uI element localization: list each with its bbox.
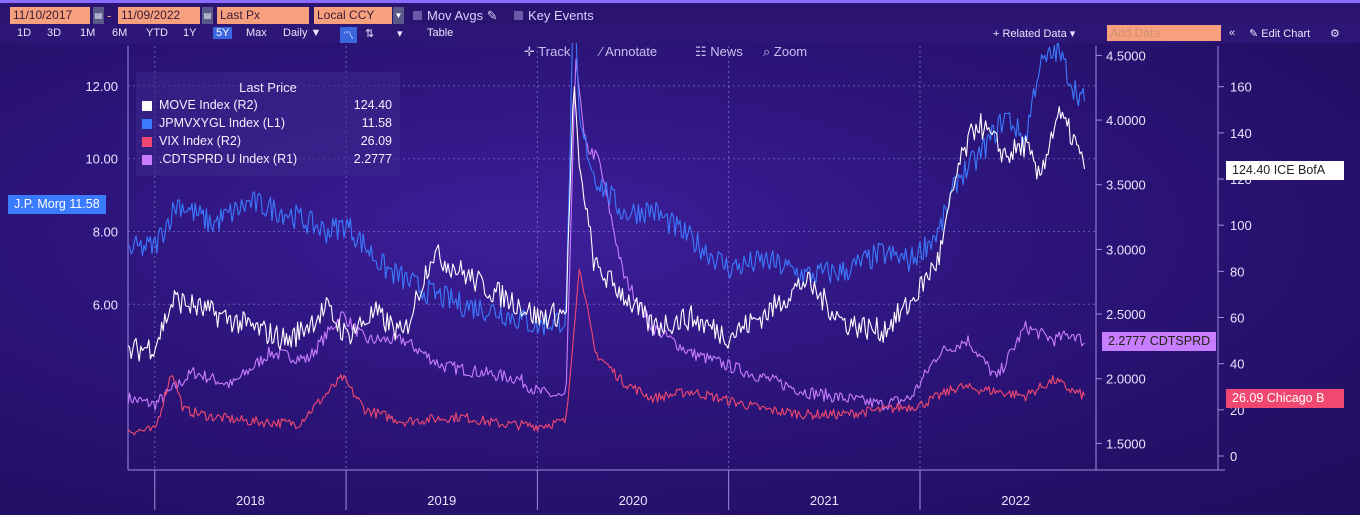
y-tick-label-r2: 100 (1230, 218, 1252, 233)
mov-avgs-checkbox[interactable] (413, 11, 422, 20)
legend-item-jpmvxygl[interactable]: JPMVXYGL Index (L1) 11.58 (142, 116, 392, 133)
period-button-1m[interactable]: 1M (80, 27, 96, 39)
track-label: Track (538, 44, 571, 59)
y-tick-label-r2: 160 (1230, 80, 1252, 95)
x-tick-label: 2018 (236, 493, 265, 508)
badge-cdtsprd: 2.2777 CDTSPRD (1102, 332, 1217, 351)
related-data-panel (985, 25, 1105, 41)
y-tick-label-left: 12.00 (85, 79, 118, 94)
zoom-icon: ⌕ (763, 44, 771, 59)
legend-name: MOVE Index (R2) (159, 98, 258, 112)
badge-jpmvxygl: J.P. Morg 11.58 (8, 195, 106, 214)
news-label: News (710, 44, 743, 59)
mov-avgs-label: Mov Avgs (427, 8, 484, 23)
y-tick-label-r2: 0 (1230, 449, 1237, 464)
series-line-move-index[interactable] (127, 86, 1086, 362)
zoom-tool[interactable]: ⌕ Zoom (763, 44, 807, 60)
start-date-input[interactable]: 11/10/2017 (10, 7, 90, 24)
period-button-6m[interactable]: 6M (112, 27, 128, 39)
y-tick-label-r2: 140 (1230, 126, 1252, 141)
series-line-cdtsprd-u-index[interactable] (127, 58, 1085, 411)
period-button-5y[interactable]: 5Y (213, 27, 233, 39)
end-date-input[interactable]: 11/09/2022 (118, 7, 200, 24)
collapse-icon[interactable]: « (1229, 27, 1236, 39)
related-data-button[interactable]: + Related Data ▾ (993, 28, 1076, 40)
table-button[interactable]: Table (427, 27, 454, 39)
add-data-input[interactable]: Add Data (1107, 25, 1221, 41)
period-button-max[interactable]: Max (246, 27, 267, 39)
y-tick-label-r2: 80 (1230, 264, 1244, 279)
legend-item-vix[interactable]: VIX Index (R2) 26.09 (142, 134, 392, 151)
y-tick-label-r1: 2.5000 (1106, 307, 1146, 322)
annotate-label: Annotate (605, 44, 658, 59)
legend-swatch-jpmvxygl (142, 119, 152, 129)
legend-name: VIX Index (R2) (159, 134, 241, 148)
currency-dropdown-arrow[interactable]: ▼ (393, 7, 404, 24)
annotate-tool[interactable]: ∕ Annotate (600, 44, 657, 59)
legend-name: JPMVXYGL Index (L1) (159, 116, 285, 130)
end-date-dropdown[interactable]: ▤ (202, 7, 213, 24)
line-chart-icon[interactable]: 〽 (340, 27, 357, 43)
y-tick-label-r1: 1.5000 (1106, 436, 1146, 451)
y-tick-label-left: 6.00 (93, 297, 118, 312)
frequency-select[interactable]: Daily ▼ (283, 27, 322, 39)
period-button-3d[interactable]: 3D (47, 27, 62, 39)
chart-type-dropdown-icon[interactable]: ▾ (397, 28, 403, 40)
mov-avgs-toggle[interactable]: Mov Avgs ✎ (413, 8, 498, 24)
y-tick-label-r2: 60 (1230, 311, 1244, 326)
y-tick-label-r1: 4.5000 (1106, 48, 1146, 63)
pencil-icon: ✎ (486, 8, 498, 23)
period-button-ytd[interactable]: YTD (146, 27, 168, 39)
key-events-toggle[interactable]: Key Events (514, 8, 594, 23)
key-events-label: Key Events (528, 8, 594, 23)
x-tick-label: 2022 (1001, 493, 1030, 508)
start-date-dropdown[interactable]: ▤ (93, 7, 104, 24)
legend-name: .CDTSPRD U Index (R1) (159, 152, 298, 166)
news-tool[interactable]: ☷ News (695, 44, 743, 60)
badge-move: 124.40 ICE BofA (1226, 161, 1344, 180)
legend-value: 2.2777 (353, 152, 392, 166)
x-tick-label: 2020 (619, 493, 648, 508)
y-tick-label-left: 10.00 (85, 152, 118, 167)
legend-value: 26.09 (360, 134, 392, 148)
legend-swatch-cdtsprd (142, 155, 152, 165)
period-button-1y[interactable]: 1Y (183, 27, 197, 39)
legend-title: Last Price (239, 80, 297, 95)
key-events-checkbox[interactable] (514, 11, 523, 20)
zoom-label: Zoom (773, 44, 808, 59)
y-tick-label-r1: 3.5000 (1106, 178, 1146, 193)
y-tick-label-r1: 2.0000 (1106, 372, 1146, 387)
x-tick-label: 2019 (427, 493, 456, 508)
legend-swatch-move (142, 101, 152, 111)
y-tick-label-r1: 3.0000 (1106, 242, 1146, 257)
legend-value: 11.58 (361, 116, 392, 130)
annotate-icon: ∕ (600, 44, 603, 59)
x-tick-label: 2021 (810, 493, 839, 508)
gear-icon[interactable]: ⚙ (1330, 28, 1340, 40)
series-line-jpmvxygl-index[interactable] (127, 0, 1086, 336)
legend-value: 124.40 (353, 98, 392, 112)
y-tick-label-r2: 40 (1230, 357, 1244, 372)
legend: Last Price MOVE Index (R2) 124.40 JPMVXY… (136, 72, 400, 176)
bar-chart-icon[interactable]: ⇅ (365, 28, 375, 40)
period-button-1d[interactable]: 1D (17, 27, 32, 39)
badge-vix: 26.09 Chicago B (1226, 389, 1344, 408)
series-line-vix-index[interactable] (127, 268, 1086, 436)
currency-select[interactable]: Local CCY (314, 7, 392, 24)
legend-item-move[interactable]: MOVE Index (R2) 124.40 (142, 98, 392, 115)
news-icon: ☷ (695, 44, 707, 59)
y-tick-label-left: 8.00 (93, 225, 118, 240)
date-separator: - (107, 8, 112, 23)
add-data-placeholder: Add Data (1110, 26, 1161, 40)
track-tool[interactable]: ✛ Track (524, 44, 570, 60)
top-accent-line (0, 0, 1360, 3)
y-tick-label-r1: 4.0000 (1106, 113, 1146, 128)
legend-item-cdtsprd[interactable]: .CDTSPRD U Index (R1) 2.2777 (142, 152, 392, 169)
legend-swatch-vix (142, 137, 152, 147)
crosshair-icon: ✛ (524, 44, 535, 59)
field-select[interactable]: Last Px (217, 7, 309, 24)
edit-chart-button[interactable]: ✎ Edit Chart (1249, 28, 1311, 40)
